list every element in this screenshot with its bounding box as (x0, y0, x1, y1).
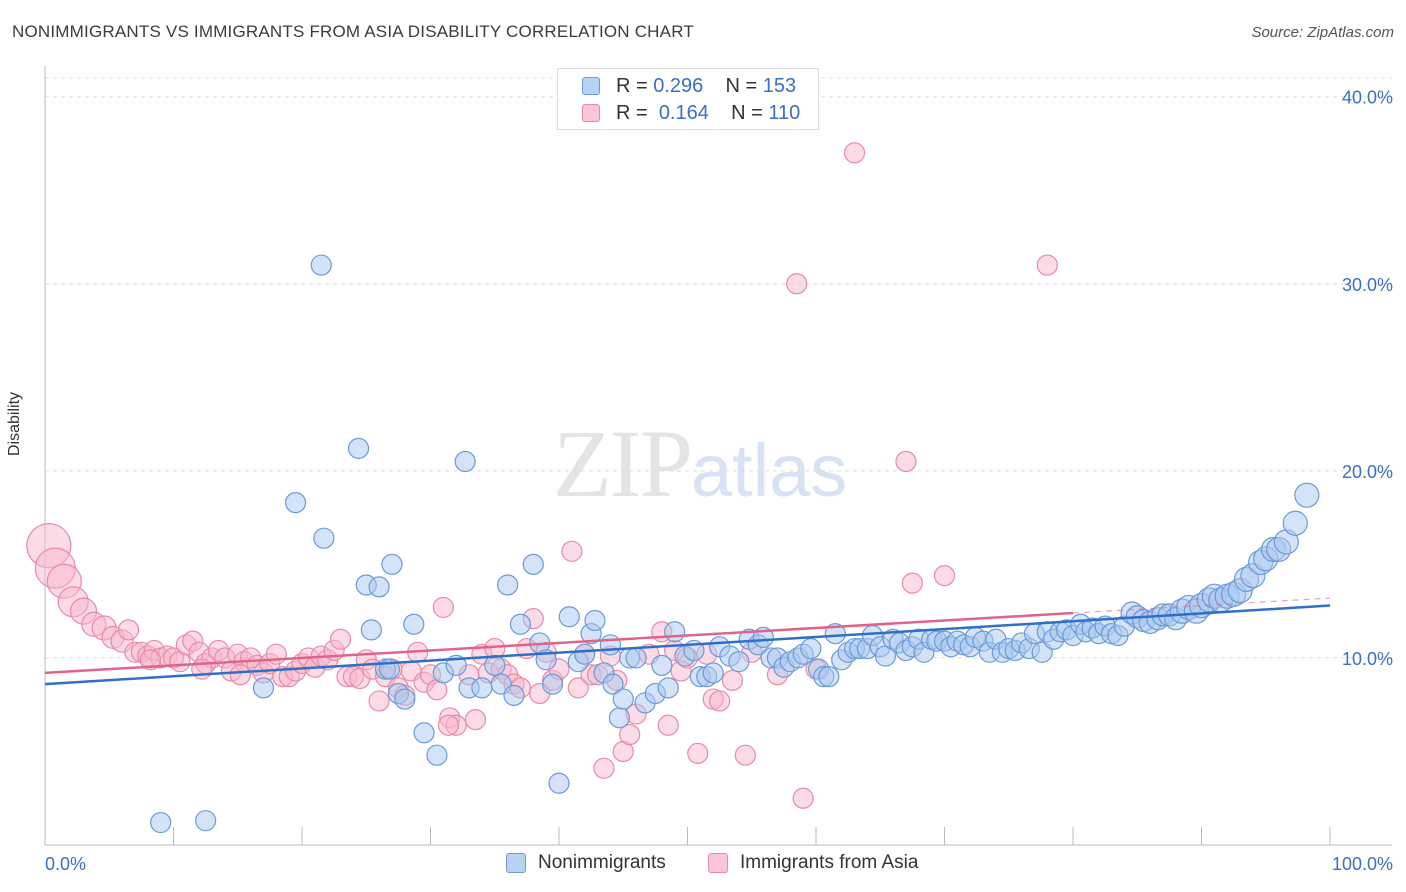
point-immigrants-from-asia (786, 273, 808, 295)
point-immigrants-from-asia (464, 709, 487, 731)
point-immigrants-from-asia (117, 619, 140, 641)
legend-label: Nonimmigrants (538, 852, 666, 873)
point-nonimmigrants (612, 688, 634, 710)
point-nonimmigrants (454, 450, 476, 473)
point-nonimmigrants (284, 492, 307, 514)
point-immigrants-from-asia (933, 565, 956, 587)
point-immigrants-from-asia (593, 757, 615, 779)
point-nonimmigrants (403, 613, 425, 635)
point-nonimmigrants (394, 688, 416, 710)
correlation-legend: R = 0.296 N = 153 R = 0.164 N = 110 (557, 68, 819, 130)
trend-extension-immigrants-from-asia (1072, 597, 1331, 614)
x-tick-label-max: 100.0% (1332, 854, 1393, 874)
point-nonimmigrants (509, 613, 532, 635)
point-nonimmigrants (602, 673, 624, 695)
point-immigrants-from-asia (561, 540, 583, 562)
legend-swatch-pink (708, 853, 728, 873)
point-nonimmigrants (1294, 482, 1320, 508)
point-nonimmigrants (664, 621, 686, 643)
point-nonimmigrants (471, 677, 493, 699)
point-immigrants-from-asia (619, 724, 641, 746)
point-nonimmigrants (484, 654, 506, 677)
point-nonimmigrants (702, 662, 724, 684)
watermark-zip: ZIP (553, 410, 693, 517)
point-nonimmigrants (347, 437, 370, 460)
point-nonimmigrants (381, 553, 403, 575)
point-nonimmigrants (818, 666, 840, 688)
point-nonimmigrants (558, 606, 580, 628)
point-immigrants-from-asia (657, 714, 679, 736)
point-immigrants-from-asia (437, 714, 460, 736)
point-nonimmigrants (252, 677, 275, 699)
y-tick-label: 20.0% (1342, 462, 1393, 482)
point-nonimmigrants (1282, 510, 1308, 536)
x-tick-label-min: 0.0% (45, 854, 86, 874)
point-nonimmigrants (574, 643, 596, 665)
source-label: Source: ZipAtlas.com (1251, 24, 1394, 41)
point-nonimmigrants (503, 684, 525, 706)
series-legend: Nonimmigrants Immigrants from Asia (0, 851, 1406, 879)
point-nonimmigrants (584, 609, 606, 632)
tick-labels: 10.0% 20.0% 30.0% 40.0% 0.0% 100.0% (45, 88, 1393, 874)
point-nonimmigrants (310, 254, 332, 276)
series-nonimmigrants (150, 254, 1320, 834)
y-tick-label: 10.0% (1342, 649, 1393, 669)
trend-line-immigrants-from-asia (44, 611, 1074, 675)
trend-lines (44, 597, 1331, 686)
point-nonimmigrants (625, 647, 647, 669)
chart-title: NONIMMIGRANTS VS IMMIGRANTS FROM ASIA DI… (12, 22, 694, 41)
series-immigrants-from-asia (26, 142, 1058, 809)
point-nonimmigrants (313, 527, 335, 549)
point-nonimmigrants (548, 772, 570, 794)
point-nonimmigrants (728, 651, 750, 673)
point-immigrants-from-asia (329, 628, 352, 650)
point-immigrants-from-asia (709, 690, 731, 712)
point-nonimmigrants (426, 744, 448, 766)
point-nonimmigrants (824, 623, 846, 645)
grid-lines (45, 77, 1392, 659)
legend-row-text: R = 0.164 N = 110 (616, 102, 801, 124)
point-immigrants-from-asia (139, 649, 161, 671)
point-immigrants-from-asia (843, 142, 866, 164)
y-tick-label: 40.0% (1342, 88, 1393, 108)
point-nonimmigrants (360, 619, 382, 641)
trend-line-nonimmigrants (44, 604, 1331, 686)
point-immigrants-from-asia (432, 596, 454, 619)
point-immigrants-from-asia (567, 677, 589, 699)
point-immigrants-from-asia (1036, 254, 1058, 276)
y-tick-label: 30.0% (1342, 275, 1393, 295)
point-nonimmigrants (657, 677, 679, 699)
point-immigrants-from-asia (229, 664, 251, 686)
point-nonimmigrants (368, 576, 390, 598)
point-nonimmigrants (413, 722, 435, 744)
legend-swatch-pink (582, 104, 600, 122)
point-immigrants-from-asia (265, 643, 287, 665)
point-nonimmigrants (541, 673, 564, 695)
point-immigrants-from-asia (901, 572, 923, 594)
point-immigrants-from-asia (895, 450, 917, 473)
point-immigrants-from-asia (734, 744, 756, 766)
point-nonimmigrants (651, 654, 673, 677)
y-axis-label: Disability (6, 391, 23, 456)
point-nonimmigrants (800, 637, 822, 660)
point-immigrants-from-asia (687, 742, 709, 764)
legend-row-text: R = 0.296 N = 153 (616, 75, 797, 97)
point-nonimmigrants (195, 810, 217, 832)
point-nonimmigrants (150, 811, 172, 834)
point-immigrants-from-asia (792, 787, 814, 809)
axes (44, 66, 1392, 846)
point-nonimmigrants (599, 634, 622, 656)
point-immigrants-from-asia (721, 669, 744, 691)
legend-swatch-blue (582, 77, 600, 95)
point-nonimmigrants (522, 553, 544, 575)
point-nonimmigrants (608, 707, 630, 729)
legend-swatch-blue (506, 853, 526, 873)
point-immigrants-from-asia (368, 690, 390, 712)
point-nonimmigrants (497, 574, 519, 596)
legend-label: Immigrants from Asia (740, 852, 919, 873)
